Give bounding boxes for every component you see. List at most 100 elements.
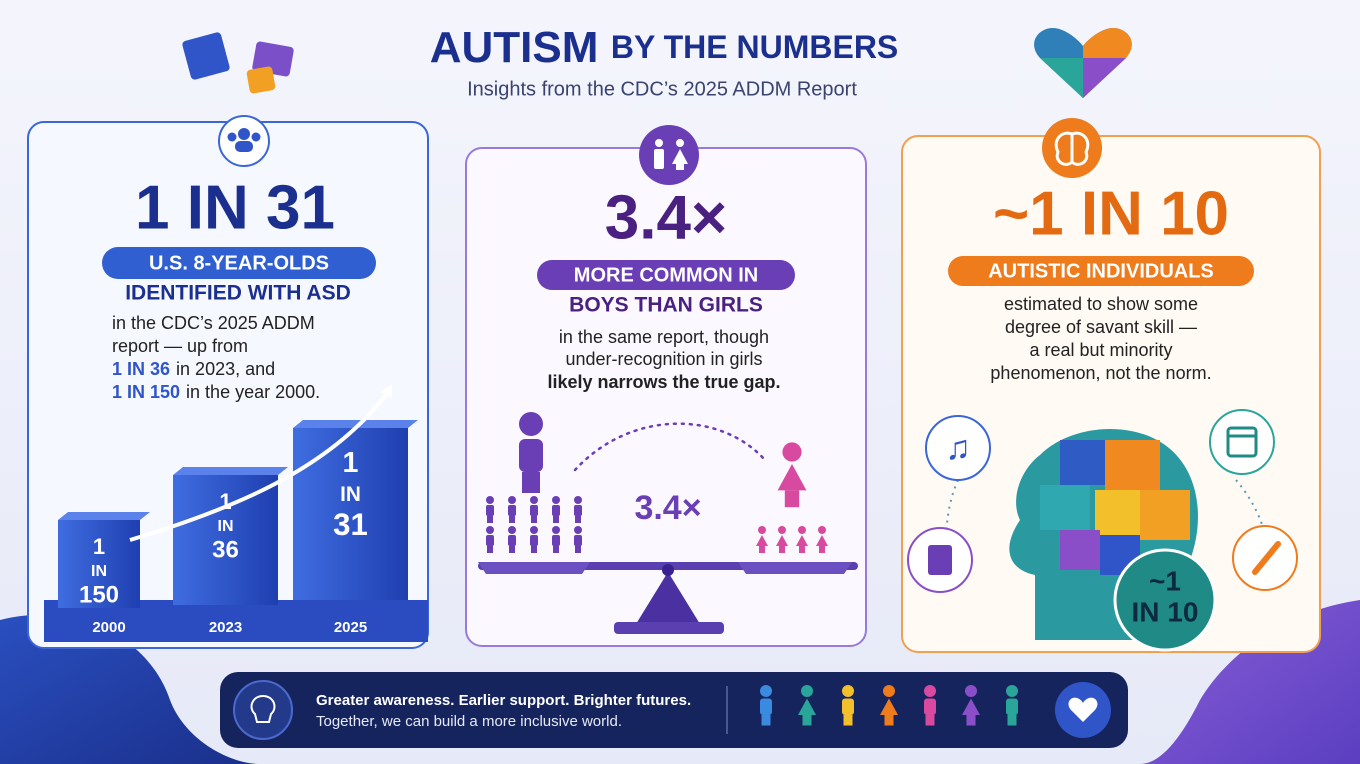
balance-scale <box>478 562 858 634</box>
scale-label: 3.4× <box>634 489 701 527</box>
person-body <box>486 505 494 516</box>
person-head <box>782 442 802 462</box>
badge-text: MORE COMMON IN <box>574 264 758 286</box>
person-head <box>508 526 516 534</box>
footer-bar <box>220 672 1128 748</box>
person-head <box>842 685 854 697</box>
badge <box>102 247 376 279</box>
person-head <box>486 496 494 504</box>
person-legs <box>761 715 771 726</box>
person-head <box>924 685 936 697</box>
bar-label: IN <box>91 563 107 580</box>
history-text: in 2023, and <box>176 359 275 379</box>
heart-glyph <box>1068 697 1098 722</box>
person-body <box>796 535 808 546</box>
history-line: 1 IN 36 in 2023, and <box>112 359 275 379</box>
body-line: in the same report, though <box>559 327 769 347</box>
headline: IDENTIFIED WITH ASD <box>125 282 351 305</box>
body-line: likely narrows the true gap. <box>547 372 780 392</box>
head-badge <box>1113 548 1217 652</box>
person-body <box>962 698 980 715</box>
person-head <box>1006 685 1018 697</box>
badge-text: U.S. 8-YEAR-OLDS <box>149 252 329 274</box>
person-head <box>486 526 494 534</box>
person-legs <box>843 715 853 726</box>
bulb-glyph <box>250 694 276 723</box>
bar-label: 36 <box>212 536 239 563</box>
person-head <box>778 526 786 534</box>
person-body <box>842 698 854 715</box>
bar-top <box>173 467 288 475</box>
person-body <box>1006 698 1018 715</box>
body-line: a real but minority <box>1029 340 1172 360</box>
person-legs <box>1007 715 1017 726</box>
person-legs <box>802 715 812 726</box>
body: in the same report, though under-recogni… <box>547 327 780 392</box>
person-body <box>552 535 560 546</box>
person-legs <box>759 546 765 553</box>
body-line: under-recognition in girls <box>565 349 762 369</box>
title-main: AUTISM <box>430 23 599 72</box>
body-line: degree of savant skill — <box>1005 317 1197 337</box>
person-head <box>574 496 582 504</box>
heart-icon <box>1034 28 1132 99</box>
body-line: in the CDC’s 2025 ADDM <box>112 313 315 333</box>
person-body <box>552 505 560 516</box>
footer-line: Together, we can build a more inclusive … <box>316 713 622 730</box>
person-head <box>883 685 895 697</box>
person-head <box>530 496 538 504</box>
headline: BOYS THAN GIRLS <box>569 294 763 317</box>
history-em: 1 IN 150 <box>112 382 180 402</box>
svg-text:♫: ♫ <box>945 429 971 467</box>
stat: ~1 IN 10 <box>993 179 1229 248</box>
person-head <box>552 496 560 504</box>
title: AUTISM BY THE NUMBERS <box>430 23 899 72</box>
person-legs <box>553 546 559 553</box>
person-body <box>816 535 828 546</box>
person-legs <box>553 516 559 523</box>
bar-label: 1 <box>93 534 105 559</box>
person-body <box>798 698 816 715</box>
person-head <box>758 526 766 534</box>
people-row <box>760 685 1018 726</box>
person-legs <box>925 715 935 726</box>
stat: 1 IN 31 <box>135 173 335 242</box>
person-head <box>519 412 543 436</box>
body-line: phenomenon, not the norm. <box>990 363 1211 383</box>
dotted-arc <box>573 422 767 472</box>
person-legs <box>487 516 493 523</box>
person-body <box>924 698 936 715</box>
person-body <box>508 505 516 516</box>
person-legs <box>799 546 805 553</box>
person-legs <box>819 546 825 553</box>
bar <box>293 428 408 600</box>
person-legs <box>966 715 976 726</box>
puzzle-icon <box>182 32 294 94</box>
person-legs <box>575 516 581 523</box>
body-line: report — up from <box>112 336 248 356</box>
skill-icons: ♫ <box>907 409 1298 593</box>
bar-year: 2023 <box>209 619 242 636</box>
title-rest: BY THE NUMBERS <box>611 29 898 65</box>
bar <box>58 520 140 608</box>
badge <box>948 256 1254 286</box>
bar-top <box>58 512 150 520</box>
person-legs <box>509 546 515 553</box>
person-head <box>760 685 772 697</box>
footer-line: Greater awareness. Earlier support. Brig… <box>316 692 691 709</box>
figure-group <box>486 412 828 553</box>
person-head <box>798 526 806 534</box>
person-legs <box>522 472 540 493</box>
body: in the CDC’s 2025 ADDM report — up from … <box>112 313 320 402</box>
history-line: 1 IN 150 in the year 2000. <box>112 382 320 402</box>
person-legs <box>884 715 894 726</box>
bar-year: 2000 <box>92 619 125 636</box>
person-legs <box>487 546 493 553</box>
person-body <box>530 535 538 546</box>
person-body <box>760 698 772 715</box>
history-text: in the year 2000. <box>186 382 320 402</box>
gender-icon-glyph <box>654 139 688 170</box>
person-body <box>776 535 788 546</box>
